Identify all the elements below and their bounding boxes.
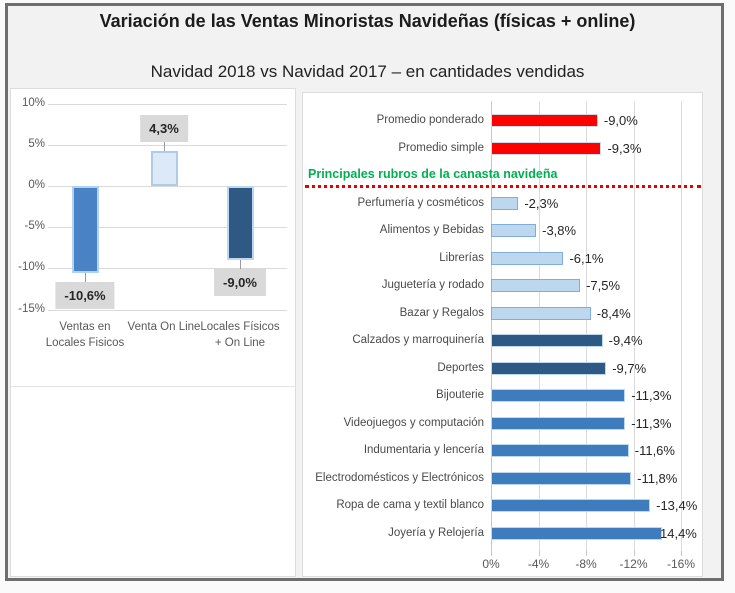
bar-value-label: -9,3% (607, 140, 642, 156)
bar-row-bar (491, 471, 632, 485)
bar-value-label: -11,3% (631, 415, 672, 431)
y-axis-tick-label: 5% (28, 137, 45, 150)
section-heading: Principales rubros de la canasta navideñ… (308, 167, 558, 181)
bar-value-label: -11,8% (637, 470, 678, 486)
data-label-box: -9,0% (214, 269, 266, 297)
bar-row-label: Librerías (439, 251, 484, 264)
bar-row-bar (491, 114, 598, 127)
x-axis-tick (681, 551, 682, 556)
x-gridline (633, 101, 635, 551)
y-axis-tick-label: -10% (18, 261, 45, 274)
chart-title: Variación de las Ventas Minoristas Navid… (99, 11, 636, 31)
bar-value-label: -13,4% (656, 498, 698, 513)
bar-row-bar (491, 416, 626, 430)
bar-value-label: -11,3% (631, 388, 672, 403)
bar-row-bar (491, 389, 626, 402)
bar-row-bar (491, 444, 629, 457)
bar-row-label: Deportes (437, 361, 484, 374)
data-label-whisker (85, 273, 86, 283)
bar-value-label: -9,4% (608, 333, 643, 348)
x-axis-tick (586, 551, 587, 556)
bar-value-label: -3,8% (542, 223, 577, 238)
bar-row-label: Joyería y Relojería (388, 526, 484, 539)
panel-divider-line (11, 386, 295, 387)
y-axis-tick-label: -5% (24, 220, 45, 233)
bar-row-label: Perfumería y cosméticos (357, 196, 484, 209)
data-label-whisker (240, 260, 241, 270)
bar-row-bar (491, 251, 564, 265)
bar-value-label: -11,6% (634, 443, 675, 458)
y-gridline (48, 103, 287, 105)
data-label-box: -10,6% (55, 282, 115, 310)
x-gridline (538, 101, 540, 551)
bar-row-label: Calzados y marroquinería (352, 334, 484, 346)
bar-value-label: -8,4% (596, 305, 631, 321)
bar-row-bar (491, 334, 603, 347)
bar-row-label: Juguetería y rodado (381, 279, 484, 291)
bar-row-bar (491, 499, 651, 512)
x-gridline (681, 101, 682, 551)
bar-row-label: Alimentos y Bebidas (379, 224, 484, 236)
bar-row-label: Videojuegos y computación (343, 416, 484, 429)
bar-row-bar (491, 141, 602, 155)
y-gridline (48, 268, 287, 270)
y-gridline (48, 227, 287, 229)
column-bar (71, 186, 99, 274)
left-column-chart-panel: 10% 5% 0% -5% -10% -15% -10,6% Ventas en Locale… (10, 88, 296, 577)
y-axis-tick-label: 0% (28, 179, 45, 191)
category-label: Venta On Line (127, 321, 201, 333)
category-label: Ventas en Locales Fisicos (45, 321, 125, 349)
column-bar (226, 186, 254, 261)
bar-value-label: -9,7% (612, 360, 647, 376)
y-axis-tick-label: 10% (21, 96, 45, 109)
right-bar-chart-panel: 0% -4% -8% -12% -16% Promedio ponderado -9,0% P… (302, 92, 703, 577)
bar-value-label: -7,5% (586, 278, 621, 293)
y-axis-tick-label: -15% (18, 302, 45, 315)
bar-row-bar (491, 361, 607, 375)
bar-value-label: 14,4% (660, 525, 697, 541)
bar-row-label: Indumentaria y lencería (363, 444, 484, 456)
y-gridline (48, 309, 287, 311)
x-axis-tick-label: 0% (482, 557, 500, 571)
section-divider-dotted (305, 185, 701, 188)
column-bar (150, 150, 178, 186)
bar-row-label: Promedio ponderado (376, 114, 484, 126)
data-label-box: 4,3% (140, 114, 188, 142)
bar-value-label: -6,1% (569, 250, 604, 266)
bar-row-bar (491, 196, 519, 210)
bar-row-label: Ropa de cama y textil blanco (336, 499, 484, 511)
bar-row-label: Promedio simple (398, 141, 484, 154)
x-axis-tick-label: -16% (666, 557, 695, 571)
bar-row-bar (491, 306, 591, 320)
bar-row-bar (491, 224, 537, 237)
x-gridline (491, 101, 492, 551)
bar-value-label: -2,3% (524, 195, 559, 211)
x-gridline (586, 101, 587, 551)
x-axis-tick (633, 551, 635, 556)
bar-row-bar (491, 526, 662, 540)
bar-row-label: Bijouterie (436, 389, 484, 401)
x-axis-tick-label: -8% (575, 557, 597, 571)
x-axis-tick (538, 551, 540, 556)
y-gridline (48, 144, 287, 146)
data-label-whisker (164, 141, 165, 151)
bar-row-label: Bazar y Regalos (399, 306, 484, 319)
x-axis-tick-label: -4% (527, 557, 550, 571)
x-axis-tick (491, 551, 492, 556)
bar-value-label: -9,0% (603, 113, 638, 128)
chart-subtitle: Navidad 2018 vs Navidad 2017 – en cantid… (150, 62, 585, 81)
category-label: Locales Físicos + On Line (200, 321, 280, 349)
bar-row-bar (491, 279, 581, 292)
bar-row-label: Electrodomésticos y Electrónicos (315, 471, 484, 484)
x-axis-tick-label: -12% (619, 557, 648, 571)
y-gridline (48, 186, 287, 187)
